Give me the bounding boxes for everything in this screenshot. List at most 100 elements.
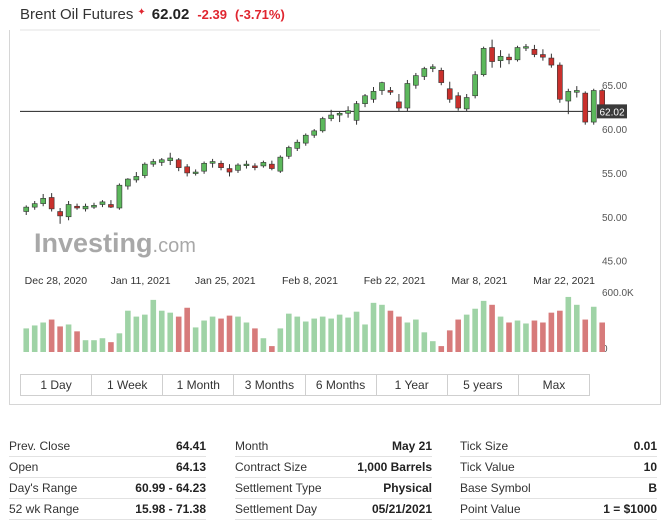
volume-bar [582,319,589,352]
volume-bar [133,316,140,352]
stats-column-settlement: Month May 21 Contract Size 1,000 Barrels Set… [235,436,432,520]
volume-bar [65,324,72,352]
candle-up [590,90,597,123]
volume-bar [260,338,267,352]
candle-down [108,204,114,208]
volume-bar [23,328,30,352]
volume-bar [243,322,250,352]
volume-bar [167,312,174,352]
candle-up [413,75,419,86]
last-price-tag [597,104,627,119]
candle-up [133,176,140,181]
volume-bar [108,342,114,352]
volume-bar [57,326,63,352]
range-button-6-months[interactable]: 6 Months [305,375,377,395]
volume-bar [362,324,368,352]
volume-bar [192,327,199,352]
range-button-max[interactable]: Max [518,375,589,395]
stat-label: Tick Value [460,460,515,474]
volume-bar [353,311,360,352]
candle-down [57,211,63,217]
candle-up [125,178,131,187]
x-tick-label: Jan 11, 2021 [111,275,171,287]
watermark: Investing.com [34,228,196,258]
range-button-5-years[interactable]: 5 years [447,375,519,395]
volume-bar [286,313,292,352]
volume-bar [40,322,46,352]
price-change-percent: (-3.71%) [234,7,285,22]
stat-value: 60.99 - 64.23 [135,481,206,495]
volume-bar [396,316,402,352]
candle-up [328,114,334,119]
candle-down [531,48,538,55]
stat-label: Base Symbol [460,481,531,495]
x-tick-label: Jan 25, 2021 [195,275,256,287]
volume-bar [370,302,377,352]
time-range-selector: 1 Day 1 Week 1 Month 3 Months 6 Months 1 Year… [20,374,590,396]
volume-bar [235,316,241,352]
last-price-tag-label: 62.02 [599,107,624,118]
instrument-header: Brent Oil Futures ✦ 62.02 -2.39 (-3.71%) [20,6,285,26]
candle-down [175,159,182,168]
y-tick-label: 55.00 [602,169,627,180]
candle-up [65,204,72,218]
volume-bar [31,325,38,352]
volume-bar [455,319,462,352]
stat-row: Tick Size 0.01 [460,436,657,457]
y-tick-label: 50.00 [602,213,627,224]
candle-up [192,171,199,174]
candle-up [260,162,267,167]
stat-row: Open 64.13 [9,457,206,478]
x-tick-label: Dec 28, 2020 [25,275,88,287]
candle-up [370,91,377,100]
stat-value: 1,000 Barrels [357,460,432,474]
candle-up [573,90,580,93]
stat-value: 64.13 [175,460,206,474]
volume-bar [48,319,55,352]
stat-value: 15.98 - 71.38 [135,502,206,516]
volume-bar [590,306,597,352]
volume-bar [277,328,284,352]
range-button-1-day[interactable]: 1 Day [21,375,93,395]
candlestick-chart[interactable]: Investing.com 45.00 50.00 55.00 60.00 65.00 De… [0,0,669,372]
range-button-1-week[interactable]: 1 Week [92,375,164,395]
candle-up [497,55,504,61]
candle-up [362,95,368,104]
candle-down [489,47,495,62]
stat-value: 0.01 [633,439,657,453]
candle-up [116,184,123,209]
candle-down [540,54,546,58]
volume-bar [125,310,131,352]
stat-value: Physical [383,481,432,495]
stat-row: Month May 21 [235,436,432,457]
candle-up [99,201,106,205]
volume-bar [116,333,123,352]
stat-label: Tick Size [460,439,509,453]
volume-bar [175,316,182,352]
candle-down [48,197,55,210]
candle-up [523,46,529,49]
candle-up [480,48,487,76]
chart-panel [9,30,661,405]
volume-bar [413,319,419,352]
volume-bar [302,321,309,352]
candle-down [218,162,224,168]
range-button-3-months[interactable]: 3 Months [234,375,306,395]
candle-up [286,147,292,157]
stat-label: Day's Range [9,481,78,495]
volume-bar [438,346,445,352]
price-change: -2.39 [197,7,227,22]
volume-bar [218,318,224,352]
stat-value: May 21 [391,439,432,453]
range-button-1-month[interactable]: 1 Month [163,375,235,395]
volume-bar [548,312,555,352]
volume-bar [150,299,157,352]
volume-bar [184,307,190,352]
candle-down [252,165,258,168]
candle-up [82,205,89,210]
price-down-icon: ✦ [137,7,146,18]
range-button-1-year[interactable]: 1 Year [376,375,448,395]
volume-bar [573,304,580,352]
volume-bar [91,340,97,352]
candle-up [209,161,216,164]
